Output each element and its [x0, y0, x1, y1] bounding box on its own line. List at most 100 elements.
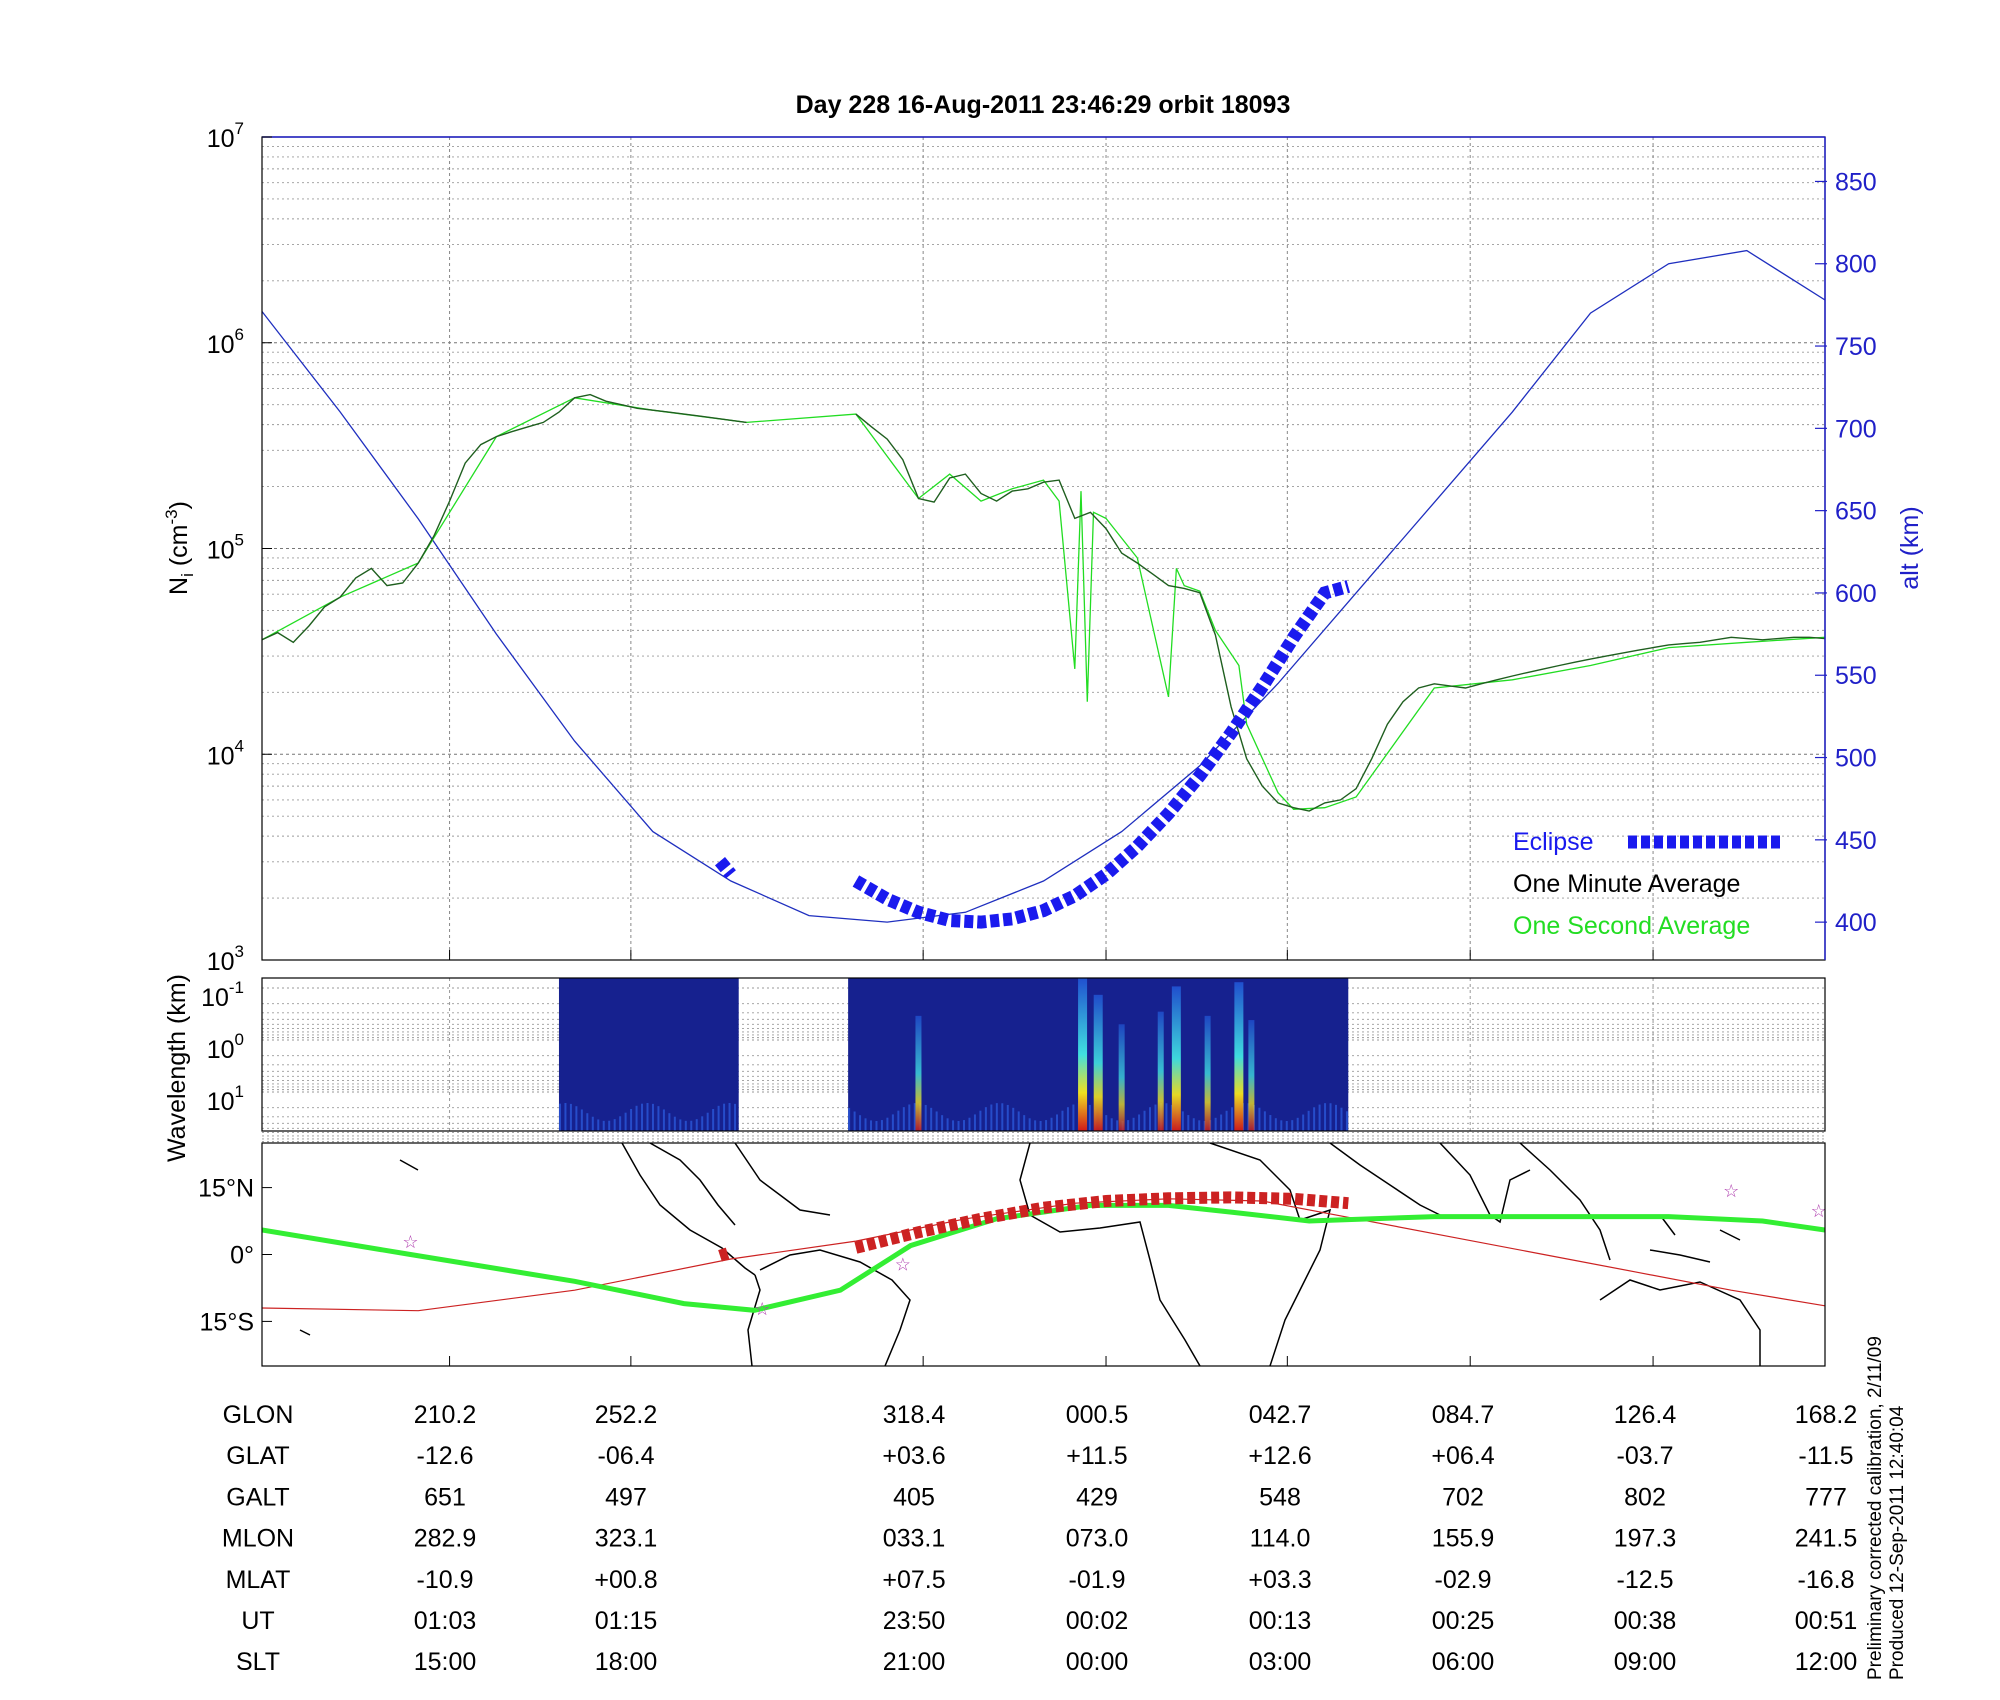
spectrogram-noise: [963, 1120, 966, 1131]
y-left-axis-label: Ni (cm-3): [162, 501, 197, 595]
map-tracks: ☆ ☆ ☆ ☆ ☆: [262, 1181, 1825, 1319]
table-cell: +12.6: [1248, 1442, 1311, 1470]
table-cell: +06.4: [1431, 1442, 1494, 1470]
spectrogram-noise: [897, 1110, 900, 1131]
spectrogram-noise: [695, 1119, 698, 1131]
spectrogram-tick-exponent: 1: [235, 1082, 244, 1101]
spectrogram-noise: [1132, 1117, 1135, 1131]
density-panel: 1031041051061074004505005506006507007508…: [162, 119, 1924, 976]
spectrogram-burst: [1248, 1020, 1255, 1131]
spectrogram-noise: [1061, 1110, 1064, 1131]
spectrogram-tick-base: 10: [201, 984, 229, 1012]
map-ticks: 15°N 0° 15°S: [198, 1175, 1654, 1366]
eclipse-line: [714, 857, 736, 879]
table-cell: 126.4: [1614, 1401, 1677, 1429]
spectrogram-noise: [651, 1103, 654, 1131]
table-cell: 497: [605, 1483, 647, 1511]
y-right-tick-label: 600: [1835, 580, 1877, 608]
spectrogram-noise: [602, 1120, 605, 1131]
spectrogram-noise: [564, 1103, 567, 1131]
table-cell: 18:00: [595, 1648, 658, 1676]
spectrogram-noise: [558, 1103, 561, 1131]
spectrogram-tick-label: 10-1: [201, 978, 244, 1012]
y-left-tick-base: 10: [207, 331, 235, 359]
table-row-label: GLAT: [226, 1442, 289, 1470]
table-cell: 777: [1805, 1483, 1847, 1511]
table-cell: 318.4: [883, 1401, 946, 1429]
table-row-label: UT: [241, 1607, 274, 1635]
magnetic-equator-line: [262, 1202, 1825, 1313]
spectrogram-noise: [1045, 1120, 1048, 1131]
spectrogram-noise: [1231, 1107, 1234, 1131]
y-right-tick-label: 500: [1835, 745, 1877, 773]
spectrogram-noise: [1296, 1117, 1299, 1131]
spectrogram-noise: [1110, 1118, 1113, 1131]
table-row-label: GALT: [226, 1483, 289, 1511]
spectrogram-noise: [1001, 1103, 1004, 1131]
eclipse-line: [852, 580, 1351, 929]
table-cell: 033.1: [883, 1525, 946, 1553]
spectrogram-noise: [597, 1119, 600, 1131]
star-marker: ☆: [895, 1254, 911, 1274]
table-cell: 000.5: [1066, 1401, 1129, 1429]
spectrogram-noise: [1263, 1111, 1266, 1131]
spectrogram-noise: [624, 1112, 627, 1131]
table-row-label: GLON: [223, 1401, 294, 1429]
table-cell: -12.5: [1617, 1566, 1674, 1594]
y-left-tick-label: 103: [207, 942, 244, 976]
spectrogram-noise: [1324, 1103, 1327, 1131]
spectrogram-noise: [569, 1103, 572, 1131]
spectrogram-noise: [728, 1103, 731, 1131]
table-cell: 06:00: [1432, 1648, 1495, 1676]
y-left-tick-base: 10: [207, 537, 235, 565]
spectrogram-noise: [913, 1103, 916, 1131]
spectrogram-noise: [935, 1111, 938, 1131]
spectrogram-tick-base: 10: [207, 1088, 235, 1116]
spectrogram-noise: [946, 1118, 949, 1131]
spectrogram-noise: [1056, 1114, 1059, 1131]
spectrogram-noise: [630, 1108, 633, 1131]
spectrogram-burst: [1118, 1024, 1125, 1131]
spectrogram-noise: [875, 1120, 878, 1131]
coast-southeast-asia: [1519, 1143, 1611, 1261]
spectrogram-noise: [880, 1120, 883, 1131]
table-cell: 323.1: [595, 1525, 658, 1553]
spectrogram-noise: [1088, 1104, 1091, 1131]
table-cell: +11.5: [1066, 1442, 1127, 1470]
coast-gulf: [734, 1143, 831, 1216]
spectrogram-noise: [679, 1119, 682, 1131]
coast-africa-east: [1209, 1143, 1332, 1366]
y-left-tick-label: 106: [207, 325, 244, 359]
spectrogram-noise: [1334, 1104, 1337, 1131]
spectrogram-noise: [1307, 1110, 1310, 1131]
spectrogram-noise: [1225, 1110, 1228, 1131]
ephemeris-table: GLON GLAT GALT MLON MLAT UT SLT 210.2 -12.6 651 28…: [222, 1401, 1857, 1676]
map-panel: ☆ ☆ ☆ ☆ ☆ 15°N 0° 15°S: [198, 1142, 1826, 1367]
spectrogram-noise: [1313, 1107, 1316, 1131]
spectrogram-noise: [930, 1107, 933, 1131]
map-y-tick-label: 0°: [230, 1242, 254, 1270]
spectrogram-noise: [973, 1114, 976, 1131]
y-right-axis-label: alt (km): [1896, 506, 1924, 589]
spectrogram-noise: [1050, 1117, 1053, 1131]
table-cell: -03.7: [1617, 1442, 1674, 1470]
y-left-label-unit: (cm: [165, 525, 193, 574]
coast-arabia: [1329, 1143, 1441, 1216]
table-cell: 114.0: [1250, 1525, 1311, 1553]
table-row-label: MLON: [222, 1525, 294, 1553]
spectrogram-noise: [657, 1106, 660, 1131]
table-cell: 210.2: [414, 1401, 477, 1429]
table-cell: -10.9: [417, 1566, 474, 1594]
spectrogram-noise: [712, 1109, 715, 1131]
table-cell: +07.5: [882, 1566, 945, 1594]
spectrogram-tick-label: 100: [207, 1030, 244, 1064]
table-cell: -01.9: [1069, 1566, 1126, 1594]
table-cell: 197.3: [1614, 1525, 1677, 1553]
table-cell: 12:00: [1795, 1648, 1858, 1676]
spectrogram-noise: [1154, 1104, 1157, 1131]
table-cell: 084.7: [1432, 1401, 1495, 1429]
density-grid: [262, 136, 1825, 961]
spectrogram-noise: [924, 1104, 927, 1131]
spectrogram-burst: [1093, 994, 1103, 1131]
table-cell: 282.9: [414, 1525, 477, 1553]
